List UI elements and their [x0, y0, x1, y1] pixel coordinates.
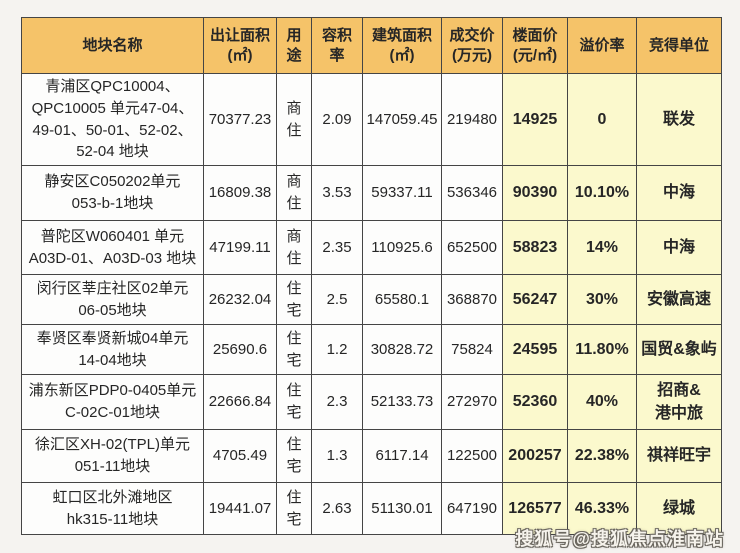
col-header-parcel-name: 地块名称 — [21, 17, 204, 74]
table-body: 青浦区QPC10004、 QPC10005 单元47-04、 49-01、50-… — [21, 73, 722, 535]
cell-transfer-area: 16809.38 — [203, 165, 277, 221]
cell-parcel-name: 青浦区QPC10004、 QPC10005 单元47-04、 49-01、50-… — [21, 73, 204, 166]
cell-floor-price: 58823 — [502, 220, 568, 275]
cell-plot-ratio: 2.35 — [311, 220, 363, 275]
cell-usage: 商住 — [276, 220, 312, 275]
cell-deal-price: 75824 — [441, 324, 503, 375]
cell-floor-price: 126577 — [502, 482, 568, 535]
cell-usage: 住宅 — [276, 429, 312, 483]
cell-deal-price: 652500 — [441, 220, 503, 275]
cell-premium-rate: 22.38% — [567, 429, 637, 483]
cell-building-area: 52133.73 — [362, 374, 442, 430]
cell-floor-price: 56247 — [502, 274, 568, 325]
cell-plot-ratio: 1.2 — [311, 324, 363, 375]
cell-premium-rate: 10.10% — [567, 165, 637, 221]
cell-winner: 安徽高速 — [636, 274, 722, 325]
cell-transfer-area: 19441.07 — [203, 482, 277, 535]
cell-transfer-area: 26232.04 — [203, 274, 277, 325]
col-header-premium-rate: 溢价率 — [567, 17, 637, 74]
cell-floor-price: 14925 — [502, 73, 568, 166]
cell-deal-price: 122500 — [441, 429, 503, 483]
cell-usage: 住宅 — [276, 274, 312, 325]
table-row: 普陀区W060401 单元 A03D-01、A03D-03 地块 47199.1… — [21, 220, 722, 275]
sohu-watermark: 搜狐号@搜狐焦点淮南站 — [515, 529, 724, 549]
cell-deal-price: 219480 — [441, 73, 503, 166]
cell-transfer-area: 4705.49 — [203, 429, 277, 483]
cell-usage: 住宅 — [276, 374, 312, 430]
cell-building-area: 147059.45 — [362, 73, 442, 166]
cell-winner: 中海 — [636, 165, 722, 221]
cell-deal-price: 368870 — [441, 274, 503, 325]
cell-deal-price: 536346 — [441, 165, 503, 221]
cell-winner: 招商& 港中旅 — [636, 374, 722, 430]
cell-building-area: 65580.1 — [362, 274, 442, 325]
cell-parcel-name: 奉贤区奉贤新城04单元 14-04地块 — [21, 324, 204, 375]
cell-transfer-area: 70377.23 — [203, 73, 277, 166]
cell-transfer-area: 47199.11 — [203, 220, 277, 275]
cell-premium-rate: 30% — [567, 274, 637, 325]
cell-floor-price: 90390 — [502, 165, 568, 221]
col-header-transfer-area: 出让面积 (㎡) — [203, 17, 277, 74]
header-row: 地块名称 出让面积 (㎡) 用途 容积率 建筑面积 (㎡) 成交价 (万元) 楼… — [21, 17, 722, 74]
table-row: 徐汇区XH-02(TPL)单元 051-11地块 4705.49 住宅 1.3 … — [21, 429, 722, 483]
cell-winner: 绿城 — [636, 482, 722, 535]
cell-building-area: 110925.6 — [362, 220, 442, 275]
col-header-plot-ratio: 容积率 — [311, 17, 363, 74]
land-auction-table: 地块名称 出让面积 (㎡) 用途 容积率 建筑面积 (㎡) 成交价 (万元) 楼… — [21, 17, 722, 535]
cell-usage: 商住 — [276, 165, 312, 221]
cell-premium-rate: 0 — [567, 73, 637, 166]
cell-deal-price: 647190 — [441, 482, 503, 535]
col-header-floor-price: 楼面价 (元/㎡) — [502, 17, 568, 74]
cell-floor-price: 52360 — [502, 374, 568, 430]
cell-plot-ratio: 2.3 — [311, 374, 363, 430]
cell-transfer-area: 22666.84 — [203, 374, 277, 430]
cell-plot-ratio: 3.53 — [311, 165, 363, 221]
cell-parcel-name: 闵行区莘庄社区02单元 06-05地块 — [21, 274, 204, 325]
cell-usage: 住宅 — [276, 482, 312, 535]
cell-building-area: 30828.72 — [362, 324, 442, 375]
cell-premium-rate: 11.80% — [567, 324, 637, 375]
table-row: 奉贤区奉贤新城04单元 14-04地块 25690.6 住宅 1.2 30828… — [21, 324, 722, 375]
table-header: 地块名称 出让面积 (㎡) 用途 容积率 建筑面积 (㎡) 成交价 (万元) 楼… — [21, 17, 722, 74]
cell-deal-price: 272970 — [441, 374, 503, 430]
cell-premium-rate: 46.33% — [567, 482, 637, 535]
cell-floor-price: 200257 — [502, 429, 568, 483]
col-header-deal-price: 成交价 (万元) — [441, 17, 503, 74]
cell-winner: 国贸&象屿 — [636, 324, 722, 375]
cell-transfer-area: 25690.6 — [203, 324, 277, 375]
cell-building-area: 6117.14 — [362, 429, 442, 483]
cell-winner: 联发 — [636, 73, 722, 166]
cell-parcel-name: 徐汇区XH-02(TPL)单元 051-11地块 — [21, 429, 204, 483]
table-row: 静安区C050202单元 053-b-1地块 16809.38 商住 3.53 … — [21, 165, 722, 221]
cell-parcel-name: 浦东新区PDP0-0405单元 C-02C-01地块 — [21, 374, 204, 430]
col-header-winner: 竞得单位 — [636, 17, 722, 74]
cell-plot-ratio: 2.09 — [311, 73, 363, 166]
cell-parcel-name: 静安区C050202单元 053-b-1地块 — [21, 165, 204, 221]
cell-plot-ratio: 1.3 — [311, 429, 363, 483]
cell-premium-rate: 40% — [567, 374, 637, 430]
cell-building-area: 51130.01 — [362, 482, 442, 535]
cell-plot-ratio: 2.5 — [311, 274, 363, 325]
cell-winner: 中海 — [636, 220, 722, 275]
cell-parcel-name: 虹口区北外滩地区 hk315-11地块 — [21, 482, 204, 535]
cell-premium-rate: 14% — [567, 220, 637, 275]
cell-usage: 商住 — [276, 73, 312, 166]
col-header-building-area: 建筑面积 (㎡) — [362, 17, 442, 74]
table-row: 闵行区莘庄社区02单元 06-05地块 26232.04 住宅 2.5 6558… — [21, 274, 722, 325]
table-row: 浦东新区PDP0-0405单元 C-02C-01地块 22666.84 住宅 2… — [21, 374, 722, 430]
cell-winner: 祺祥旺宇 — [636, 429, 722, 483]
col-header-usage: 用途 — [276, 17, 312, 74]
table-row: 青浦区QPC10004、 QPC10005 单元47-04、 49-01、50-… — [21, 73, 722, 166]
cell-usage: 住宅 — [276, 324, 312, 375]
cell-building-area: 59337.11 — [362, 165, 442, 221]
cell-floor-price: 24595 — [502, 324, 568, 375]
cell-plot-ratio: 2.63 — [311, 482, 363, 535]
cell-parcel-name: 普陀区W060401 单元 A03D-01、A03D-03 地块 — [21, 220, 204, 275]
table-row: 虹口区北外滩地区 hk315-11地块 19441.07 住宅 2.63 511… — [21, 482, 722, 535]
